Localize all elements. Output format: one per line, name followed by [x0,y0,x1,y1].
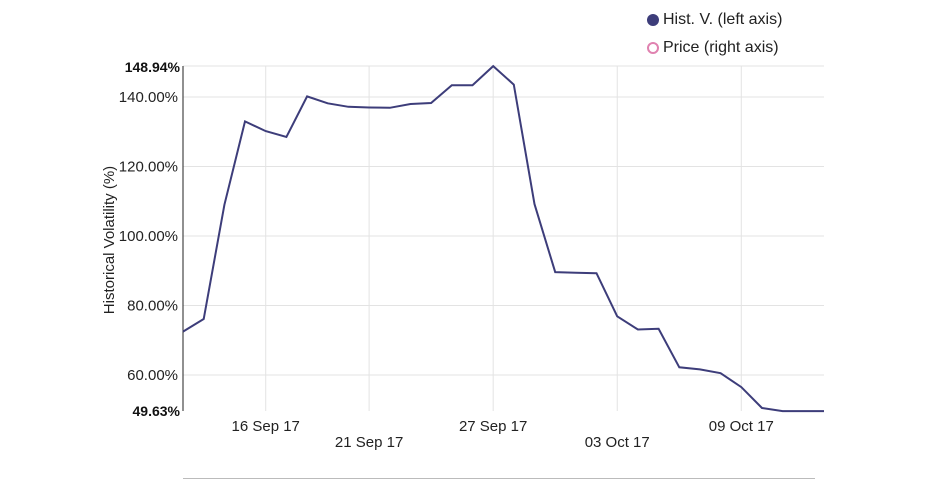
y-min-label: 49.63% [133,403,181,419]
legend-label: Hist. V. (left axis) [663,11,783,28]
x-tick-label: 27 Sep 17 [459,418,527,435]
y-tick-label: 100.00% [119,228,178,245]
y-tick-label: 80.00% [127,297,178,314]
y-tick-label: 120.00% [119,159,178,176]
y-axis-label: Historical Volatility (%) [101,166,118,314]
hollow-circle-icon [647,42,659,54]
hist-volatility-line [182,64,824,413]
x-tick-labels: 16 Sep 17 21 Sep 17 27 Sep 17 03 Oct 17 09 O… [232,418,774,451]
x-tick-label: 21 Sep 17 [335,434,403,451]
navigator-rule [183,478,815,479]
y-tick-label: 60.00% [127,367,178,384]
legend-item-hist-volatility[interactable]: Hist. V. (left axis) [647,6,782,34]
filled-circle-icon [647,14,659,26]
legend-item-price[interactable]: Price (right axis) [647,34,782,62]
y-max-label: 148.94% [125,59,181,75]
legend: Hist. V. (left axis) Price (right axis) [647,6,782,62]
x-tick-label: 03 Oct 17 [585,434,650,451]
x-tick-label: 09 Oct 17 [709,418,774,435]
grid [183,65,824,411]
y-tick-labels: 60.00% 80.00% 100.00% 120.00% 140.00% [119,89,178,384]
x-tick-label: 16 Sep 17 [232,418,300,435]
legend-label: Price (right axis) [663,39,779,56]
y-tick-label: 140.00% [119,89,178,106]
